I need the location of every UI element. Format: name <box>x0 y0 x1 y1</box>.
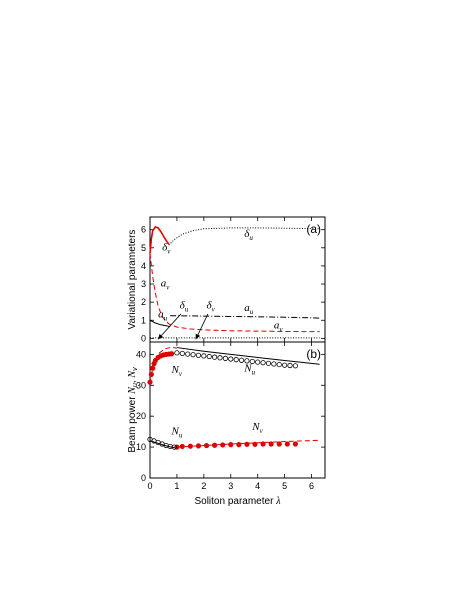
data-point-Nu-sim <box>282 362 288 368</box>
data-point-Nv-sim <box>147 379 153 385</box>
y-tick-label: 10 <box>136 442 146 452</box>
series-annotation: δv <box>207 299 216 313</box>
data-point-Nu-sim <box>292 363 298 369</box>
data-point-Nu-sim <box>287 362 293 369</box>
arrow-head <box>158 333 164 340</box>
y-tick-label: 3 <box>141 279 146 289</box>
panel-label: (a) <box>306 222 321 236</box>
series-line-au <box>149 319 171 328</box>
series-line-au-upper <box>170 315 320 319</box>
y-axis-title-b: Beam power Nu, Nv <box>127 367 139 453</box>
y-tick-label: 5 <box>141 243 146 253</box>
data-point-Nu-sim <box>233 357 239 363</box>
data-point-Nu-sim <box>276 361 282 368</box>
data-point-Nu-sim <box>244 358 250 364</box>
data-point-Nv-sim <box>268 441 274 447</box>
series-line-Nv-lower <box>176 439 320 448</box>
x-tick-label: 1 <box>174 481 179 491</box>
data-point-Nu-sim <box>179 350 185 357</box>
series-line-δu <box>168 227 320 246</box>
y-tick-label: 4 <box>141 261 146 271</box>
data-point-Nu-sim <box>255 359 261 365</box>
x-tick-label: 2 <box>201 481 206 491</box>
series-line-Nu-upper <box>176 347 320 365</box>
data-point-Nu-sim <box>271 361 277 367</box>
data-point-Nv-sim <box>228 442 234 448</box>
series-annotation: av <box>274 319 284 333</box>
series-annotation: δv <box>162 242 171 256</box>
y-tick-label: 30 <box>136 380 146 390</box>
data-point-Nu-sim <box>217 355 223 361</box>
data-point-Nu-sim <box>249 358 255 365</box>
data-point-Nv-sim <box>244 441 250 447</box>
y-axis-title-a: Variational parameters <box>127 230 138 330</box>
annotation-arrow <box>157 313 182 340</box>
data-point-Nv-sim <box>284 441 290 447</box>
data-point-Nv-sim <box>252 441 258 447</box>
data-point-Nv-sim <box>276 441 282 447</box>
y-tick-label: 0 <box>141 473 146 483</box>
plot-frame <box>149 216 326 343</box>
data-point-Nv-sim <box>187 443 193 449</box>
y-tick-label: 6 <box>141 225 146 235</box>
series-annotation: av <box>161 278 171 292</box>
series-annotation: Nv <box>171 364 183 378</box>
data-point-Nu-sim <box>222 355 228 361</box>
data-point-Nu-sim <box>190 352 196 358</box>
y-tick-label: 1 <box>141 315 146 325</box>
series-annotation: Nv <box>251 421 263 435</box>
data-point-Nu-sim <box>238 357 245 363</box>
x-axis-title: Soliton parameter λ <box>194 496 281 507</box>
data-point-Nv-sim <box>212 442 218 448</box>
data-point-Nv-sim <box>220 442 226 448</box>
series-annotation: δu <box>244 228 253 242</box>
x-tick-label: 4 <box>255 481 260 491</box>
data-point-Nv-sim <box>150 365 156 371</box>
plot-frame <box>149 341 326 479</box>
data-point-Nu-sim <box>265 360 272 366</box>
data-point-Nu-sim <box>195 352 202 358</box>
x-tick-label: 3 <box>228 481 233 491</box>
data-point-Nv-sim <box>292 441 298 447</box>
y-tick-label: 2 <box>141 297 146 307</box>
arrow-head <box>195 333 201 340</box>
series-annotation: δu <box>180 299 189 313</box>
data-point-Nu-sim <box>171 444 177 450</box>
panel-b: 0 10 20 30 40 0 1 2 3 4 5 6 Nv Nu Nv Nu (b) <box>136 341 326 491</box>
data-point-Nv-sim <box>236 442 242 448</box>
x-tick-label: 0 <box>147 481 152 491</box>
data-point-Nv-sim <box>203 442 210 449</box>
data-point-Nu-sim <box>185 351 191 357</box>
series-annotation: au <box>244 302 254 316</box>
y-tick-label: 0 <box>141 333 146 343</box>
data-point-Nu-sim <box>201 353 207 359</box>
y-tick-label: 40 <box>136 349 146 359</box>
x-tick-label: 5 <box>282 481 287 491</box>
series-annotation: Nu <box>243 362 255 376</box>
data-point-Nv-sim <box>260 441 266 447</box>
data-point-Nu-sim <box>174 350 180 356</box>
series-annotation: au <box>158 309 168 323</box>
data-point-Nv-sim <box>179 443 185 450</box>
data-point-Nu-sim <box>206 353 212 360</box>
series-line-δv <box>149 226 170 254</box>
data-point-Nv-sim <box>148 371 154 378</box>
data-point-Nu-sim <box>228 356 234 362</box>
panel-label: (b) <box>306 347 321 361</box>
x-tick-label: 6 <box>309 481 314 491</box>
data-point-Nu-sim <box>212 354 218 360</box>
series-annotation: Nu <box>171 426 183 440</box>
data-point-Nv-sim <box>195 443 202 449</box>
series-line-Nv <box>149 346 178 384</box>
data-point-Nu-sim <box>260 360 266 366</box>
data-point-Nv-sim <box>168 351 175 357</box>
series-line-av <box>149 253 320 333</box>
y-tick-label: 20 <box>136 411 146 421</box>
